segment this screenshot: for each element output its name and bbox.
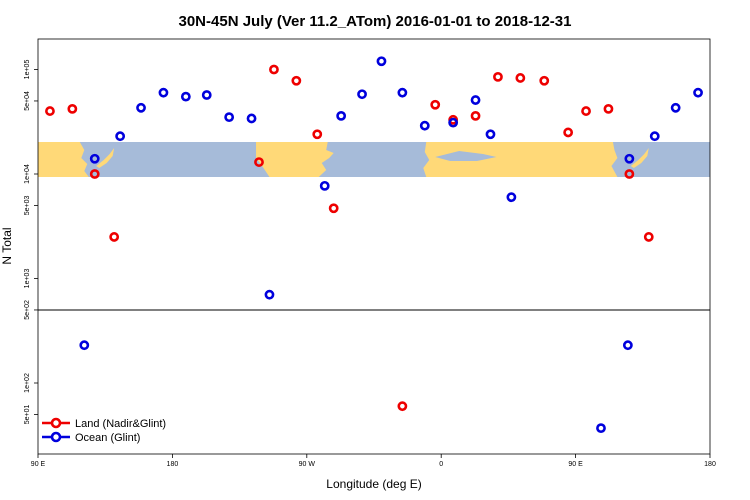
y-tick-label: 1e+04 — [24, 164, 31, 184]
ocean-point — [89, 153, 100, 164]
map-mediterranean — [435, 151, 497, 161]
ocean-point — [357, 89, 367, 100]
plot-frame — [37, 38, 711, 455]
ocean-point — [79, 340, 90, 351]
ocean-point — [596, 423, 606, 434]
data-points — [45, 56, 703, 434]
x-tick-label: 180 — [704, 461, 716, 468]
ocean-point — [693, 87, 703, 98]
land-point — [45, 106, 55, 116]
map-land-eurasia-africa — [423, 142, 618, 177]
land-point — [539, 75, 550, 86]
ocean-point — [485, 129, 496, 140]
ocean-point — [224, 112, 235, 123]
land-point — [515, 73, 526, 83]
ocean-point — [624, 153, 635, 164]
land-point — [312, 129, 323, 140]
land-point — [470, 110, 481, 121]
land-point — [603, 103, 614, 114]
ocean-point — [158, 87, 169, 98]
land-point — [624, 169, 635, 179]
land-point — [581, 106, 591, 116]
map-land-japan-west — [96, 148, 115, 168]
x-tick-label: 90 E — [31, 461, 46, 468]
legend-land-label: Land (Nadir&Glint) — [75, 418, 166, 430]
land-point — [328, 203, 339, 214]
x-axis: 90 E 180 90 W 0 90 E 180 — [31, 454, 716, 468]
y-tick-label: 1e+03 — [24, 269, 31, 289]
land-point — [430, 99, 441, 110]
ocean-point — [264, 289, 275, 300]
x-tick-label: 180 — [167, 461, 179, 468]
legend-ocean-swatch-marker — [50, 431, 62, 443]
y-axis: 5e+01 1e+02 5e+02 1e+03 5e+03 1e+04 5e+04 1e+05 — [24, 60, 38, 425]
ocean-point — [376, 56, 387, 67]
y-tick-label: 5e+03 — [24, 196, 31, 216]
ocean-point — [649, 131, 660, 142]
legend-land-swatch-marker — [50, 417, 62, 429]
y-tick-label: 5e+01 — [24, 405, 31, 425]
ocean-point — [419, 120, 430, 131]
y-tick-label: 1e+02 — [24, 373, 31, 393]
x-tick-label: 0 — [439, 461, 443, 468]
y-tick-label: 5e+04 — [24, 91, 31, 111]
y-tick-label: 5e+02 — [24, 300, 31, 320]
ocean-point — [670, 102, 681, 113]
ocean-point — [336, 110, 347, 121]
map-land-north-america — [256, 142, 334, 177]
land-point — [254, 157, 264, 167]
land-point — [397, 401, 408, 412]
map-land-japan-east — [630, 148, 649, 168]
ocean-point — [201, 90, 212, 100]
map-land-asia-west — [38, 142, 89, 177]
ocean-point — [136, 102, 146, 113]
ocean-point — [448, 117, 459, 128]
legend-ocean-label: Ocean (Glint) — [75, 432, 140, 444]
ocean-point — [246, 113, 257, 124]
ocean-point — [319, 180, 330, 191]
land-point — [109, 232, 120, 242]
world-map-band — [38, 142, 710, 177]
x-axis-label: Longitude (deg E) — [326, 477, 421, 491]
land-point — [291, 75, 302, 86]
ocean-point — [506, 192, 517, 203]
y-axis-label: N Total — [0, 227, 14, 264]
ocean-point — [622, 340, 633, 351]
land-point — [563, 127, 574, 138]
ocean-point — [470, 95, 481, 105]
land-point — [67, 103, 78, 114]
land-point — [493, 71, 503, 82]
land-point — [643, 232, 654, 242]
chart-title: 30N-45N July (Ver 11.2_ATom) 2016-01-01 … — [179, 13, 572, 30]
land-point — [89, 169, 100, 179]
ocean-point — [397, 87, 408, 98]
land-point — [269, 64, 279, 75]
y-tick-label: 1e+05 — [24, 60, 31, 80]
x-tick-label: 90 W — [299, 461, 316, 468]
ocean-point — [180, 91, 191, 102]
x-tick-label: 90 E — [568, 461, 583, 468]
ocean-point — [115, 131, 126, 142]
legend: Land (Nadir&Glint) Ocean (Glint) — [42, 417, 166, 444]
